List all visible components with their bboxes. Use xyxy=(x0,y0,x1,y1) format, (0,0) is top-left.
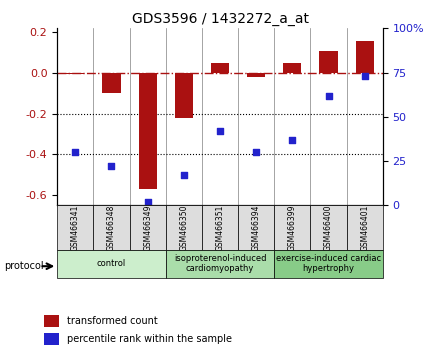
FancyBboxPatch shape xyxy=(347,205,383,250)
FancyBboxPatch shape xyxy=(129,205,166,250)
Text: GSM466400: GSM466400 xyxy=(324,204,333,251)
Bar xyxy=(356,40,374,73)
Text: protocol: protocol xyxy=(4,261,44,271)
Text: exercise-induced cardiac
hypertrophy: exercise-induced cardiac hypertrophy xyxy=(276,254,381,273)
FancyBboxPatch shape xyxy=(166,205,202,250)
FancyBboxPatch shape xyxy=(166,250,274,278)
FancyBboxPatch shape xyxy=(238,205,274,250)
FancyBboxPatch shape xyxy=(202,205,238,250)
Text: GSM466348: GSM466348 xyxy=(107,204,116,251)
Point xyxy=(253,149,260,155)
Point xyxy=(144,199,151,205)
Text: GSM466401: GSM466401 xyxy=(360,204,369,251)
Bar xyxy=(175,73,193,118)
Text: control: control xyxy=(97,259,126,268)
Text: isoproterenol-induced
cardiomyopathy: isoproterenol-induced cardiomyopathy xyxy=(174,254,266,273)
Text: GSM466399: GSM466399 xyxy=(288,204,297,251)
Point xyxy=(180,172,187,178)
Text: GSM466351: GSM466351 xyxy=(216,204,224,251)
Bar xyxy=(247,73,265,77)
FancyBboxPatch shape xyxy=(93,205,129,250)
Point xyxy=(108,164,115,169)
Text: GSM466394: GSM466394 xyxy=(252,204,260,251)
FancyBboxPatch shape xyxy=(274,250,383,278)
Text: percentile rank within the sample: percentile rank within the sample xyxy=(67,334,232,344)
FancyBboxPatch shape xyxy=(57,205,93,250)
Bar xyxy=(66,73,84,74)
Text: GSM466350: GSM466350 xyxy=(180,204,188,251)
FancyBboxPatch shape xyxy=(274,205,311,250)
Point xyxy=(216,128,224,134)
Bar xyxy=(283,63,301,73)
Point xyxy=(361,73,368,79)
Bar xyxy=(211,63,229,73)
Bar xyxy=(44,315,59,327)
Point xyxy=(72,149,79,155)
Title: GDS3596 / 1432272_a_at: GDS3596 / 1432272_a_at xyxy=(132,12,308,26)
Text: GSM466341: GSM466341 xyxy=(71,204,80,251)
FancyBboxPatch shape xyxy=(311,205,347,250)
Bar xyxy=(103,73,121,93)
Bar xyxy=(139,73,157,189)
FancyBboxPatch shape xyxy=(57,250,166,278)
Bar xyxy=(319,51,337,73)
Text: GSM466349: GSM466349 xyxy=(143,204,152,251)
Point xyxy=(325,93,332,98)
Text: transformed count: transformed count xyxy=(67,316,158,326)
Bar xyxy=(44,333,59,345)
Point xyxy=(289,137,296,143)
